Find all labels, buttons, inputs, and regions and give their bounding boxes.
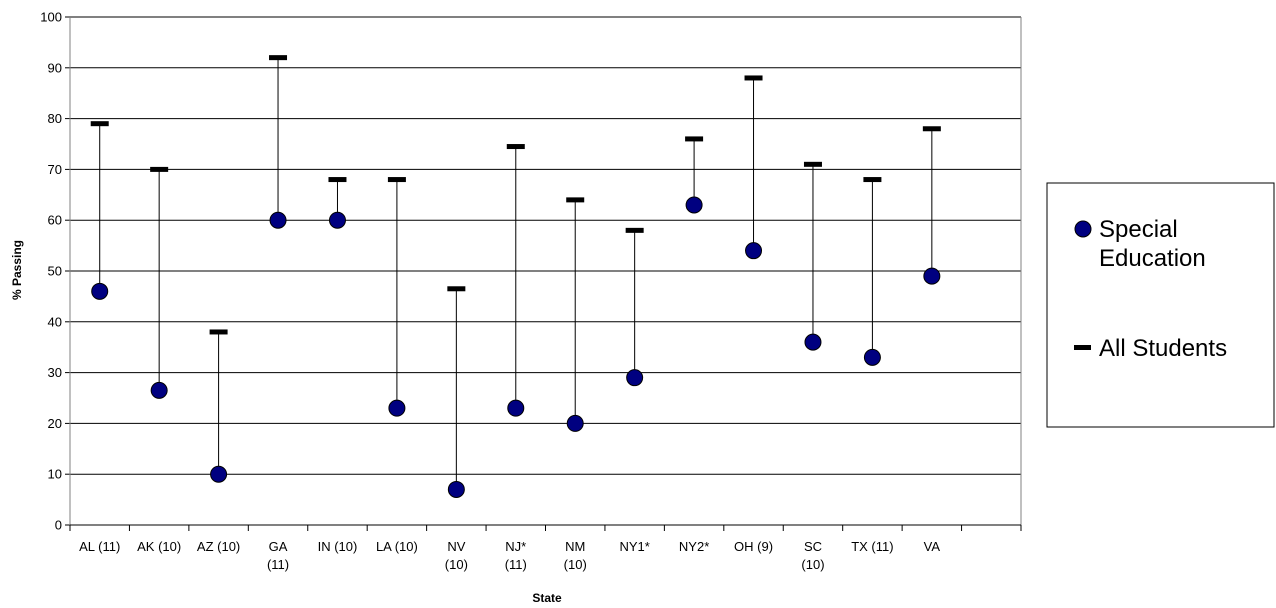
y-tick-label: 100 — [40, 10, 62, 25]
x-tick-label: NY2* — [679, 539, 709, 554]
special-education-marker — [388, 399, 406, 417]
axes — [65, 16, 1022, 531]
special-education-marker — [507, 399, 525, 417]
y-tick-label: 60 — [48, 213, 62, 228]
all-students-marker — [150, 166, 169, 172]
y-tick-label: 80 — [48, 111, 62, 126]
special-education-marker — [745, 242, 763, 260]
all-students-marker — [625, 227, 644, 233]
all-students-marker — [387, 177, 406, 183]
legend: Special Education All Students — [1046, 182, 1275, 428]
special-education-marker — [91, 282, 109, 300]
x-tick-labels: AL (11) AK (10) AZ (10) GA (11) IN (10) LA (10… — [79, 539, 940, 572]
x-tick-label: AZ (10) — [197, 539, 240, 554]
all-students-marker — [744, 75, 763, 81]
x-tick-label: NJ* (11) — [505, 539, 527, 572]
all-students-marker — [269, 55, 288, 61]
y-tick-labels: 0 10 20 30 40 50 60 70 80 90 100 — [40, 10, 62, 533]
x-tick-label: AK (10) — [137, 539, 181, 554]
special-education-marker — [863, 348, 881, 366]
all-students-marker — [506, 144, 525, 150]
x-axis-title: State — [532, 591, 562, 605]
y-axis-title: % Passing — [10, 240, 24, 300]
special-education-marker — [626, 369, 644, 387]
special-education-marker — [328, 211, 346, 229]
legend-label-special-education: Special Education — [1099, 216, 1206, 272]
y-tick-label: 30 — [48, 365, 62, 380]
y-tick-label: 20 — [48, 416, 62, 431]
y-tick-label: 70 — [48, 162, 62, 177]
y-tick-label: 90 — [48, 60, 62, 75]
all-students-series — [90, 55, 941, 335]
x-tick-label: SC (10) — [801, 539, 824, 572]
x-tick-label: LA (10) — [376, 539, 418, 554]
special-education-marker — [447, 480, 465, 498]
connector-lines — [99, 57, 933, 490]
all-students-marker — [447, 286, 466, 292]
x-tick-label: TX (11) — [851, 539, 893, 554]
all-students-marker — [328, 177, 347, 183]
legend-marker-all-students — [1074, 345, 1091, 350]
special-education-series — [91, 196, 941, 498]
y-tick-label: 0 — [55, 518, 62, 533]
x-tick-label: AL (11) — [79, 539, 120, 554]
x-tick-label: IN (10) — [318, 539, 358, 554]
x-tick-label: OH (9) — [734, 539, 773, 554]
x-tick-label: NV (10) — [445, 539, 468, 572]
all-students-marker — [209, 329, 228, 335]
y-tick-label: 50 — [48, 264, 62, 279]
legend-items: Special Education All Students — [1074, 216, 1227, 362]
all-students-marker — [90, 121, 109, 127]
legend-marker-special-education — [1074, 220, 1092, 238]
special-education-marker — [269, 211, 287, 229]
grid-lines — [70, 16, 1021, 475]
special-education-marker — [685, 196, 703, 214]
special-education-marker — [210, 465, 228, 483]
y-tick-label: 40 — [48, 314, 62, 329]
all-students-marker — [863, 177, 882, 183]
all-students-marker — [803, 161, 822, 167]
x-tick-label: VA — [924, 539, 941, 554]
x-tick-label: GA (11) — [267, 539, 289, 572]
x-tick-label: NM (10) — [564, 539, 587, 572]
special-education-marker — [923, 267, 941, 285]
y-tick-label: 10 — [48, 467, 62, 482]
special-education-marker — [804, 333, 822, 351]
all-students-marker — [566, 197, 585, 203]
x-tick-label: NY1* — [619, 539, 649, 554]
all-students-marker — [685, 136, 704, 142]
legend-label-all-students: All Students — [1099, 335, 1227, 362]
all-students-marker — [922, 126, 941, 132]
special-education-marker — [150, 381, 168, 399]
special-education-marker — [566, 414, 584, 432]
